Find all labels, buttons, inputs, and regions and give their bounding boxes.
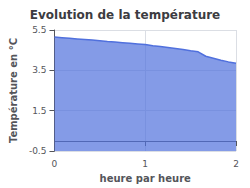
- svg-text:Evolution de la température: Evolution de la température: [30, 8, 221, 22]
- svg-text:Température en °C: Température en °C: [8, 38, 19, 143]
- svg-text:0: 0: [52, 159, 58, 169]
- svg-text:heure par heure: heure par heure: [100, 173, 191, 184]
- svg-text:1.5: 1.5: [32, 106, 46, 116]
- svg-text:3.5: 3.5: [32, 65, 46, 75]
- svg-text:5.5: 5.5: [32, 25, 46, 35]
- svg-text:1: 1: [142, 159, 148, 169]
- svg-text:-0.5: -0.5: [29, 146, 47, 156]
- svg-text:2: 2: [233, 159, 239, 169]
